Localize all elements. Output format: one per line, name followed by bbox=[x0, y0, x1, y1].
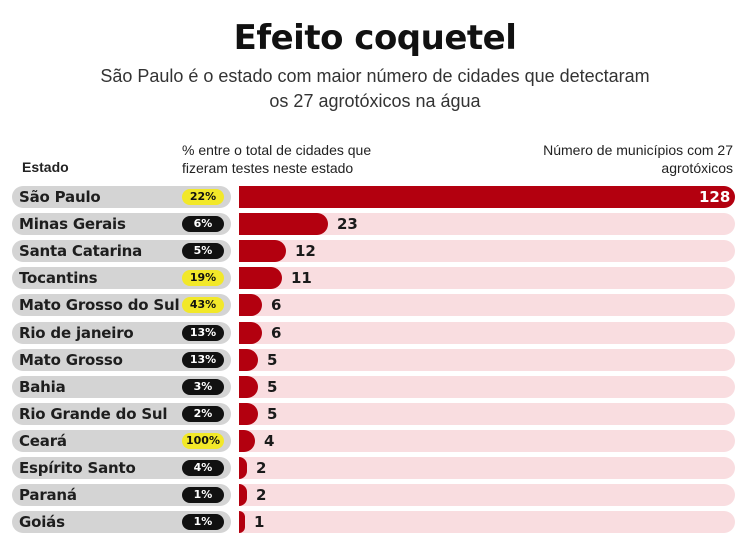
bar bbox=[239, 402, 258, 425]
bar-value-label: 1 bbox=[254, 513, 265, 532]
bar-track bbox=[239, 213, 735, 236]
bar-track bbox=[239, 294, 735, 317]
bar-value-label: 5 bbox=[267, 350, 278, 369]
percent-badge: 19% bbox=[182, 270, 224, 287]
percent-badge: 6% bbox=[182, 216, 224, 233]
bar bbox=[239, 511, 245, 534]
bar-row: Tocantins 19% 11 bbox=[0, 267, 750, 290]
bar-row: Goiás 1% 1 bbox=[0, 511, 750, 534]
bar bbox=[239, 186, 735, 208]
state-name: Mato Grosso bbox=[19, 350, 123, 369]
percent-badge: 13% bbox=[182, 324, 224, 341]
bar-row: Mato Grosso do Sul 43% 6 bbox=[0, 294, 750, 317]
bar-value-label: 23 bbox=[337, 215, 358, 234]
bar bbox=[239, 484, 247, 507]
bar-value-label: 2 bbox=[256, 486, 267, 505]
bar-row: Minas Gerais 6% 23 bbox=[0, 213, 750, 236]
state-label-pill bbox=[12, 213, 231, 236]
state-label-pill bbox=[12, 348, 231, 371]
count-column-header: Número de municípios com 27 agrotóxicos bbox=[543, 142, 733, 176]
bar-value-label: 6 bbox=[271, 296, 282, 315]
state-name: Minas Gerais bbox=[19, 215, 126, 234]
bar bbox=[239, 321, 262, 344]
state-column-header: Estado bbox=[22, 159, 69, 175]
bar-value-label: 5 bbox=[267, 377, 278, 396]
bar-track bbox=[239, 484, 735, 507]
state-name: São Paulo bbox=[19, 188, 101, 206]
state-name: Santa Catarina bbox=[19, 242, 143, 261]
bar bbox=[239, 429, 255, 452]
state-name: Ceará bbox=[19, 431, 67, 450]
state-name: Bahia bbox=[19, 377, 66, 396]
state-label-pill bbox=[12, 240, 231, 263]
bar-track bbox=[239, 429, 735, 452]
bar-value-label: 2 bbox=[256, 459, 267, 477]
state-label-pill bbox=[12, 321, 231, 344]
percent-badge: 1% bbox=[182, 514, 224, 531]
bar-row: Ceará 100% 4 bbox=[0, 429, 750, 452]
bar-row: Paraná 1% 2 bbox=[0, 484, 750, 507]
state-name: Paraná bbox=[19, 486, 77, 505]
bar bbox=[239, 375, 258, 398]
bar-row: Santa Catarina 5% 12 bbox=[0, 240, 750, 263]
bar-value-label: 5 bbox=[267, 404, 278, 423]
state-label-pill bbox=[12, 429, 231, 452]
state-name: Rio Grande do Sul bbox=[19, 404, 168, 423]
state-name: Mato Grosso do Sul bbox=[19, 296, 180, 315]
percent-badge: 3% bbox=[182, 378, 224, 395]
state-label-pill bbox=[12, 511, 231, 534]
state-label-pill bbox=[12, 484, 231, 507]
state-name: Espírito Santo bbox=[19, 459, 136, 477]
bar-row: Rio Grande do Sul 2% 5 bbox=[0, 402, 750, 425]
bar-track bbox=[239, 402, 735, 425]
percent-badge: 4% bbox=[182, 460, 224, 476]
bar-value-label: 4 bbox=[264, 431, 275, 450]
bar bbox=[239, 457, 247, 479]
chart-subtitle: São Paulo é o estado com maior número de… bbox=[100, 66, 650, 111]
state-label-pill bbox=[12, 267, 231, 290]
bar-value-label: 128 bbox=[699, 188, 731, 206]
percent-badge: 5% bbox=[182, 243, 224, 260]
bar bbox=[239, 240, 286, 263]
bar-row: Espírito Santo 4% 2 bbox=[0, 457, 750, 479]
percent-badge: 22% bbox=[182, 189, 224, 205]
bar bbox=[239, 294, 262, 317]
bar-track bbox=[239, 348, 735, 371]
percent-badge: 43% bbox=[182, 297, 224, 314]
bar-row: Bahia 3% 5 bbox=[0, 375, 750, 398]
state-name: Tocantins bbox=[19, 269, 98, 288]
percent-badge: 2% bbox=[182, 405, 224, 422]
bar-track bbox=[239, 457, 735, 479]
bar-row: Mato Grosso 13% 5 bbox=[0, 348, 750, 371]
bar-value-label: 11 bbox=[291, 269, 312, 288]
bar-value-label: 12 bbox=[295, 242, 316, 261]
state-name: Rio de janeiro bbox=[19, 323, 134, 342]
state-label-pill bbox=[12, 457, 231, 479]
state-name: Goiás bbox=[19, 513, 65, 532]
bar-row: São Paulo 22% 128 bbox=[0, 186, 750, 208]
state-label-pill bbox=[12, 294, 231, 317]
bar-track bbox=[239, 267, 735, 290]
state-label-pill bbox=[12, 186, 231, 208]
bar-track bbox=[239, 511, 735, 534]
percent-badge: 1% bbox=[182, 487, 224, 504]
bar-track bbox=[239, 375, 735, 398]
bar bbox=[239, 348, 258, 371]
chart-title: Efeito coquetel bbox=[233, 18, 517, 58]
bar-value-label: 6 bbox=[271, 323, 282, 342]
percent-badge: 100% bbox=[182, 432, 224, 449]
percent-column-header: % entre o total de cidades que fizeram t… bbox=[182, 142, 372, 176]
bar-track bbox=[239, 321, 735, 344]
percent-badge: 13% bbox=[182, 351, 224, 368]
state-label-pill bbox=[12, 402, 231, 425]
bar bbox=[239, 267, 282, 290]
bar bbox=[239, 213, 328, 236]
state-label-pill bbox=[12, 375, 231, 398]
bar-track bbox=[239, 240, 735, 263]
bar-row: Rio de janeiro 13% 6 bbox=[0, 321, 750, 344]
